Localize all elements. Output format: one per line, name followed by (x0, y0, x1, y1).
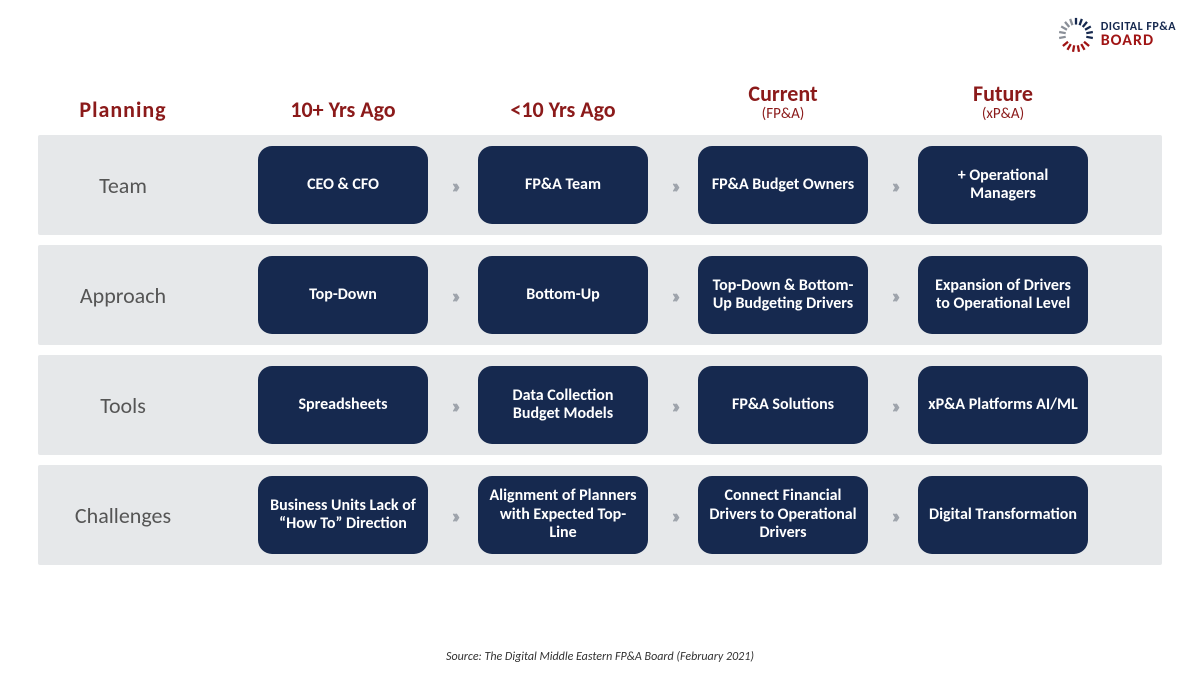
matrix-cell: Business Units Lack of “How To” Directio… (258, 476, 428, 554)
chevron-right-icon: ››› (648, 502, 698, 529)
col-head-planning: Planning (38, 96, 208, 129)
col-head-current-title: Current (748, 80, 817, 107)
matrix-cell: xP&A Platforms AI/ML (918, 366, 1088, 444)
chevron-right-icon: ››› (428, 502, 478, 529)
chevron-right-icon: ››› (868, 502, 918, 529)
chevron-right-icon: ››› (428, 392, 478, 419)
chevron-right-icon: ››› (868, 172, 918, 199)
row-label: Approach (38, 282, 208, 309)
col-head-future-sub: (xP&A) (918, 105, 1088, 123)
matrix-cell: Connect Financial Drivers to Operational… (698, 476, 868, 554)
matrix-cell: Top-Down (258, 256, 428, 334)
chevron-right-icon: ››› (648, 172, 698, 199)
chevron-right-icon: ››› (648, 282, 698, 309)
row-label: Challenges (38, 502, 208, 529)
row-label: Team (38, 172, 208, 199)
matrix-row: ApproachTop-Down›››Bottom-Up›››Top-Down … (38, 245, 1162, 345)
source-footnote: Source: The Digital Middle Eastern FP&A … (0, 650, 1200, 664)
col-head-future-title: Future (973, 80, 1033, 107)
column-headers: Planning 10+ Yrs Ago <10 Yrs Ago Current… (38, 80, 1162, 129)
burst-icon (1057, 16, 1095, 54)
matrix-row: TeamCEO & CFO›››FP&A Team›››FP&A Budget … (38, 135, 1162, 235)
matrix-row: ToolsSpreadsheets›››Data Collection Budg… (38, 355, 1162, 455)
chevron-right-icon: ››› (868, 392, 918, 419)
col-head-10plus: 10+ Yrs Ago (258, 96, 428, 129)
matrix-cell: Data Collection Budget Models (478, 366, 648, 444)
matrix-container: Planning 10+ Yrs Ago <10 Yrs Ago Current… (38, 80, 1162, 575)
matrix-cell: Expansion of Drivers to Operational Leve… (918, 256, 1088, 334)
col-head-current: Current (FP&A) (698, 80, 868, 129)
logo-line2: BOARD (1101, 33, 1176, 49)
chevron-right-icon: ››› (428, 172, 478, 199)
col-head-lt10: <10 Yrs Ago (478, 96, 648, 129)
brand-logo: DIGITAL FP&A BOARD (1057, 16, 1176, 54)
matrix-row: Challenges Business Units Lack of “How To… (38, 465, 1162, 565)
chevron-right-icon: ››› (428, 282, 478, 309)
matrix-cell: CEO & CFO (258, 146, 428, 224)
matrix-cell: FP&A Budget Owners (698, 146, 868, 224)
matrix-cell: FP&A Solutions (698, 366, 868, 444)
chevron-right-icon: ››› (868, 282, 918, 309)
row-label: Tools (38, 392, 208, 419)
matrix-cell: Spreadsheets (258, 366, 428, 444)
chevron-right-icon: ››› (648, 392, 698, 419)
matrix-cell: Bottom-Up (478, 256, 648, 334)
matrix-cell: Alignment of Planners with Expected Top-… (478, 476, 648, 554)
matrix-cell: Top-Down & Bottom-Up Budgeting Drivers (698, 256, 868, 334)
matrix-cell: FP&A Team (478, 146, 648, 224)
matrix-cell: + Operational Managers (918, 146, 1088, 224)
col-head-future: Future (xP&A) (918, 80, 1088, 129)
matrix-cell: Digital Transformation (918, 476, 1088, 554)
col-head-current-sub: (FP&A) (698, 105, 868, 123)
